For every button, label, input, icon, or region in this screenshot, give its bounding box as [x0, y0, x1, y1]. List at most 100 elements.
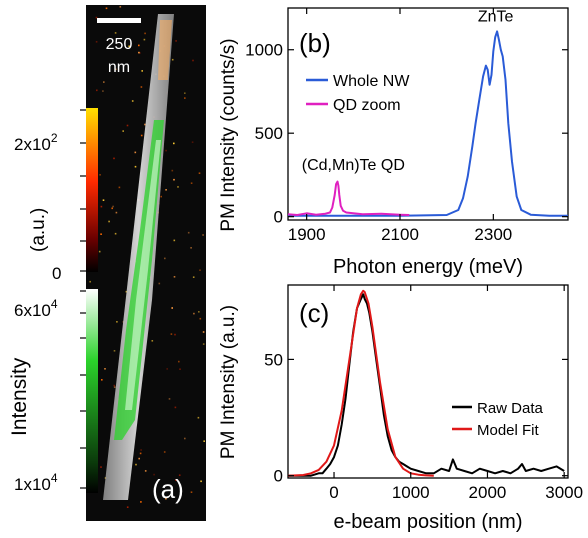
speckle — [140, 501, 142, 503]
speckle — [139, 52, 141, 54]
speckle — [122, 130, 124, 132]
colorbar-top-tick-zero: 0 — [52, 264, 61, 283]
speckle — [95, 16, 98, 19]
colorbar-green — [86, 289, 98, 493]
speckle — [190, 491, 193, 493]
speckle — [203, 440, 205, 442]
speckle — [174, 333, 176, 336]
legend-c-entry-raw-data: Raw Data — [477, 400, 544, 417]
speckle — [111, 207, 113, 210]
panel-c-ticks-layer: 0 1000 2000 3000 0 50 — [264, 285, 583, 502]
colorbar-bottom-tick-high: 6x104 — [14, 297, 58, 320]
panel-b-y-tick-label: 1000 — [245, 41, 283, 60]
speckle — [200, 480, 202, 483]
speckle — [165, 149, 167, 152]
speckle — [113, 386, 116, 388]
speckle — [202, 331, 205, 333]
speckle — [138, 51, 140, 54]
speckle — [191, 141, 194, 143]
speckle — [140, 86, 143, 88]
legend-c-entry-model-fit: Model Fit — [477, 422, 540, 439]
colorbar-top-unit: (a.u.) — [28, 208, 49, 252]
panel-c-label: (c) — [299, 298, 329, 328]
speckle — [141, 70, 143, 72]
speckle — [105, 7, 108, 10]
speckle — [113, 384, 116, 387]
speckle — [128, 45, 130, 48]
nanowire-hot-tip — [158, 20, 172, 80]
panel-b-y-axis-label: PM Intensity (counts/s) — [218, 38, 239, 231]
speckle — [173, 142, 175, 145]
speckle — [168, 398, 171, 400]
speckle — [187, 231, 190, 234]
colorbar-ticks — [80, 109, 86, 489]
speckle — [140, 134, 143, 137]
speckle — [192, 276, 195, 278]
speckle — [126, 506, 129, 508]
speckle — [100, 466, 102, 468]
speckle — [138, 44, 140, 47]
speckle — [165, 189, 167, 191]
speckle — [192, 59, 194, 62]
speckle — [99, 174, 101, 176]
panel-b-series-layer — [287, 30, 568, 217]
panel-c-x-tick-label: 0 — [329, 483, 338, 502]
scale-bar-value: 250 — [106, 36, 133, 53]
speckle — [170, 333, 173, 335]
speckle — [184, 437, 186, 440]
speckle — [190, 247, 192, 249]
speckle — [112, 205, 114, 208]
speckle — [134, 165, 137, 168]
cl-green-core — [125, 140, 161, 410]
speckle — [166, 368, 168, 370]
speckle — [198, 311, 200, 313]
panel-c-series-raw-data — [288, 293, 565, 477]
speckle — [173, 239, 176, 242]
panel-c-y-axis-label: PM Intensity (a.u.) — [218, 305, 239, 459]
speckle — [101, 379, 103, 381]
speckle — [89, 280, 91, 283]
panel-c-x-axis-label: e-beam position (nm) — [334, 511, 523, 533]
speckle — [151, 340, 154, 342]
panel-c-series-layer — [287, 289, 565, 477]
speckle — [95, 41, 98, 43]
panel-b-x-tick-label: 2100 — [381, 225, 419, 244]
speckle — [190, 182, 193, 184]
panel-b-x-tick-label: 2300 — [474, 225, 512, 244]
panel-c-y-tick-label: 50 — [264, 350, 283, 369]
panel-b-series-whole-nw — [288, 30, 568, 217]
speckle — [125, 290, 128, 293]
colorbar-axis-label: Intensity — [8, 357, 31, 436]
speckle — [144, 470, 147, 472]
panel-c-series-model-fit — [287, 289, 434, 477]
speckle — [135, 463, 137, 466]
speckle — [113, 157, 115, 160]
panel-c-x-tick-label: 2000 — [469, 483, 507, 502]
speckle — [144, 32, 146, 35]
speckle — [104, 368, 106, 370]
panel-b-annotation-quantum-dot: (Cd,Mn)Te QD — [302, 157, 405, 174]
panel-c-x-tick-label: 3000 — [545, 483, 583, 502]
speckle — [114, 32, 117, 34]
panel-c-axes-frame — [287, 284, 569, 479]
speckle — [171, 58, 174, 61]
panel-c-x-tick-label: 1000 — [392, 483, 430, 502]
speckle — [171, 307, 173, 309]
speckle — [103, 81, 105, 83]
speckle — [184, 97, 186, 99]
speckle — [202, 234, 204, 236]
speckle — [165, 497, 167, 500]
speckle — [143, 38, 146, 41]
panel-b-annotation-zinc-telluride: ZnTe — [478, 8, 514, 25]
speckle — [177, 186, 179, 188]
legend-b-entry-qd-zoom: QD zoom — [333, 97, 401, 114]
speckle — [174, 406, 177, 409]
speckle — [115, 211, 118, 214]
panel-b-series-qd-zoom — [287, 180, 410, 216]
speckle — [179, 368, 181, 370]
speckle — [202, 343, 205, 345]
panel-b-label: (b) — [299, 28, 331, 58]
speckle — [113, 350, 116, 352]
